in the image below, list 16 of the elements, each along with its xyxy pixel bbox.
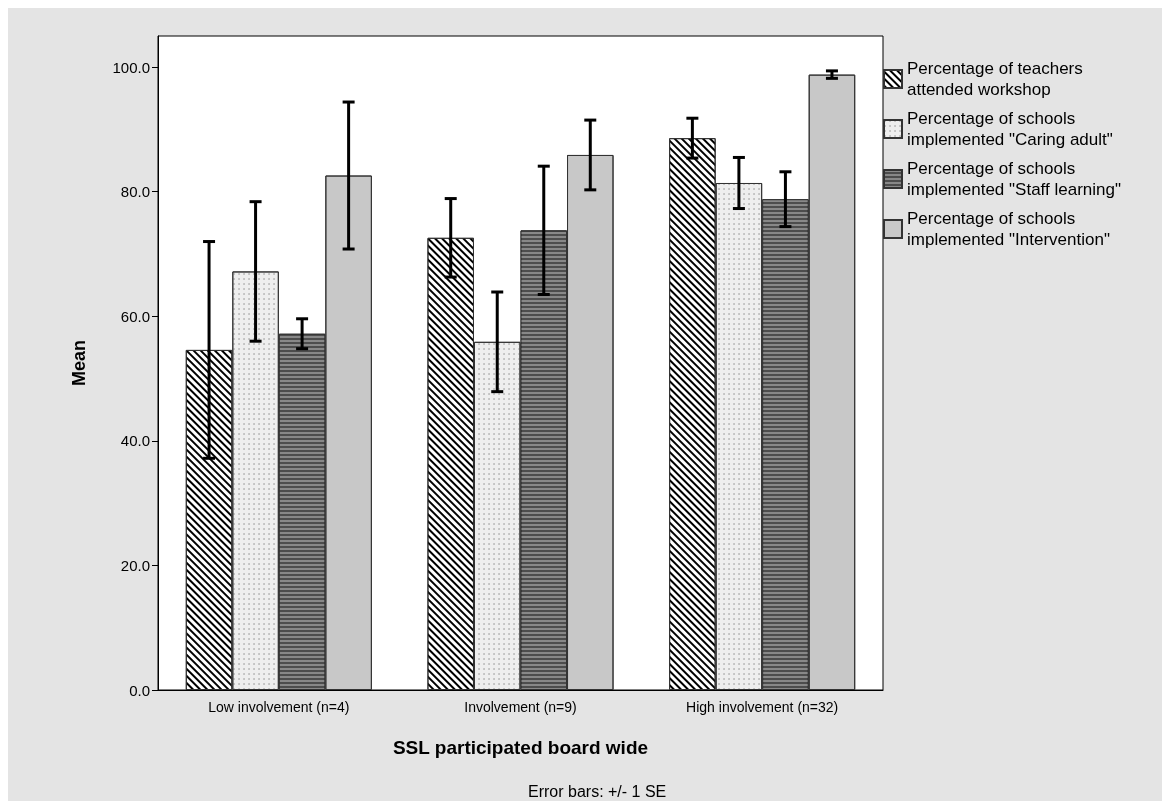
text: Error bars: +/- 1 SE bbox=[528, 782, 667, 800]
legend-label: Percentage of schools implemented "Caring adult" bbox=[907, 109, 1113, 149]
y-tick-label: 60.0 bbox=[120, 307, 150, 325]
y-tick-label: 100.0 bbox=[112, 58, 150, 76]
legend-label: Percentage of schools implemented "Intervention" bbox=[907, 209, 1110, 249]
x-tick-label: Involvement (n=9) bbox=[464, 699, 577, 715]
x-axis-title: SSL participated board wide bbox=[392, 737, 649, 758]
y-tick-label: 0.0 bbox=[129, 681, 150, 699]
y-tick-label: 20.0 bbox=[120, 556, 150, 574]
y-tick-label: 80.0 bbox=[120, 183, 150, 201]
y-axis-title: Mean bbox=[69, 339, 89, 387]
x-tick-label: High involvement (n=32) bbox=[686, 699, 839, 715]
legend-label: Percentage of schools implemented "Staff learning" bbox=[907, 159, 1121, 199]
y-tick-label: 40.0 bbox=[120, 432, 150, 450]
legend-label: Percentage of teachers attended workshop bbox=[907, 59, 1088, 99]
x-tick-label: Low involvement (n=4) bbox=[208, 699, 350, 715]
